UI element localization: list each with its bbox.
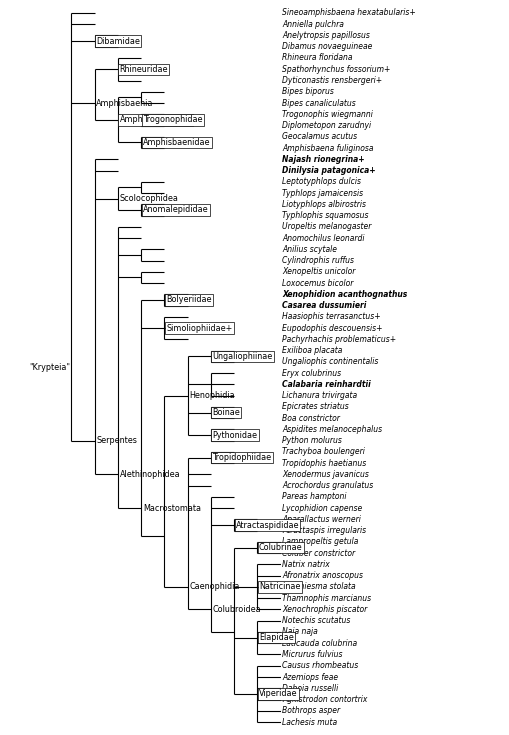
Text: Coluber constrictor: Coluber constrictor: [281, 549, 355, 558]
Text: Boa constrictor: Boa constrictor: [281, 414, 340, 423]
Text: Ungaliophiinae: Ungaliophiinae: [212, 352, 272, 361]
Text: Scolocophidea: Scolocophidea: [120, 194, 178, 203]
Text: Amphisbaenidae: Amphisbaenidae: [143, 138, 210, 147]
Text: Anomalepididae: Anomalepididae: [143, 206, 208, 215]
Text: Geocalamus acutus: Geocalamus acutus: [281, 132, 357, 141]
Text: Acrochordus granulatus: Acrochordus granulatus: [281, 481, 373, 490]
Text: Pareas hamptoni: Pareas hamptoni: [281, 492, 346, 501]
Text: Epicrates striatus: Epicrates striatus: [281, 402, 348, 412]
Text: Pythonidae: Pythonidae: [212, 431, 257, 440]
Text: Atractaspididae: Atractaspididae: [235, 520, 299, 529]
Text: Najash rionegrina+: Najash rionegrina+: [281, 155, 364, 164]
Text: Xenochrophis piscator: Xenochrophis piscator: [281, 605, 366, 614]
Text: Causus rhombeatus: Causus rhombeatus: [281, 662, 358, 670]
Text: Amphisbaenia: Amphisbaenia: [96, 98, 153, 107]
Text: Thamnophis marcianus: Thamnophis marcianus: [281, 594, 371, 603]
Text: Laticauda colubrina: Laticauda colubrina: [281, 639, 357, 648]
Text: Anelytropsis papillosus: Anelytropsis papillosus: [281, 31, 370, 40]
Text: Agkistrodon contortrix: Agkistrodon contortrix: [281, 695, 367, 704]
Text: Atractaspis irregularis: Atractaspis irregularis: [281, 526, 365, 535]
Text: Anomochilus leonardi: Anomochilus leonardi: [281, 234, 364, 243]
Text: Micrurus fulvius: Micrurus fulvius: [281, 650, 342, 659]
Text: Anniella pulchra: Anniella pulchra: [281, 20, 344, 29]
Text: Dibamus novaeguineae: Dibamus novaeguineae: [281, 42, 372, 51]
Text: Natrix natrix: Natrix natrix: [281, 560, 329, 569]
Text: Lampropeltis getula: Lampropeltis getula: [281, 537, 358, 546]
Text: Uropeltis melanogaster: Uropeltis melanogaster: [281, 222, 371, 232]
Text: Colubroidea: Colubroidea: [212, 605, 261, 614]
Text: Bolyeriidae: Bolyeriidae: [166, 295, 211, 304]
Text: Typhlops jamaicensis: Typhlops jamaicensis: [281, 189, 362, 198]
Text: Haasiophis terrasanctus+: Haasiophis terrasanctus+: [281, 312, 380, 321]
Text: Amphiesma stolata: Amphiesma stolata: [281, 582, 355, 592]
Text: Loxocemus bicolor: Loxocemus bicolor: [281, 279, 353, 287]
Text: Lycophidion capense: Lycophidion capense: [281, 503, 362, 513]
Text: Dyticonastis rensbergeri+: Dyticonastis rensbergeri+: [281, 76, 382, 85]
Text: Bothrops asper: Bothrops asper: [281, 706, 340, 715]
Text: Aspidites melanocephalus: Aspidites melanocephalus: [281, 425, 382, 434]
Text: Sineoamphisbaena hexatabularis+: Sineoamphisbaena hexatabularis+: [281, 9, 415, 18]
Text: Trogonophis wiegmanni: Trogonophis wiegmanni: [281, 110, 372, 119]
Text: Dinilysia patagonica+: Dinilysia patagonica+: [281, 166, 375, 175]
Text: Daboia russelli: Daboia russelli: [281, 684, 338, 693]
Text: Ungaliophis continentalis: Ungaliophis continentalis: [281, 357, 378, 366]
Text: Trogonophidae: Trogonophidae: [143, 115, 202, 124]
Text: Caenophidia: Caenophidia: [189, 582, 239, 592]
Text: Amphisbaena fuliginosa: Amphisbaena fuliginosa: [281, 143, 373, 153]
Text: Pachyrhachis problematicus+: Pachyrhachis problematicus+: [281, 335, 395, 344]
Text: Exiliboa placata: Exiliboa placata: [281, 346, 342, 355]
Text: Viperidae: Viperidae: [259, 689, 297, 698]
Text: Tropidophis haetianus: Tropidophis haetianus: [281, 459, 365, 467]
Text: Alethinophidea: Alethinophidea: [120, 470, 180, 479]
Text: Bipes canaliculatus: Bipes canaliculatus: [281, 98, 355, 107]
Text: Xenophidion acanthognathus: Xenophidion acanthognathus: [281, 290, 407, 299]
Text: Xenodermus javanicus: Xenodermus javanicus: [281, 470, 369, 479]
Text: Dibamidae: Dibamidae: [96, 37, 140, 46]
Text: Calabaria reinhardtii: Calabaria reinhardtii: [281, 380, 370, 389]
Text: Lichanura trivirgata: Lichanura trivirgata: [281, 391, 357, 400]
Text: Rhineuridae: Rhineuridae: [120, 65, 168, 74]
Text: Colubrinae: Colubrinae: [259, 543, 302, 552]
Text: Anilius scytale: Anilius scytale: [281, 245, 336, 254]
Text: Serpentes: Serpentes: [96, 436, 137, 445]
Text: Aparallactus werneri: Aparallactus werneri: [281, 515, 360, 524]
Text: Spathorhynchus fossorium+: Spathorhynchus fossorium+: [281, 65, 390, 74]
Text: Typhlophis squamosus: Typhlophis squamosus: [281, 211, 368, 220]
Text: Cylindrophis ruffus: Cylindrophis ruffus: [281, 256, 353, 265]
Text: Tropidophiidae: Tropidophiidae: [212, 453, 271, 462]
Text: Afronatrix anoscopus: Afronatrix anoscopus: [281, 571, 362, 580]
Text: Leptotyphlops dulcis: Leptotyphlops dulcis: [281, 177, 360, 186]
Text: Notechis scutatus: Notechis scutatus: [281, 616, 350, 625]
Text: "Krypteia": "Krypteia": [30, 363, 70, 372]
Text: Azemiops feae: Azemiops feae: [281, 673, 337, 681]
Text: Henophidia: Henophidia: [189, 391, 235, 400]
Text: Simoliophiidae+: Simoliophiidae+: [166, 323, 232, 333]
Text: Macrostomata: Macrostomata: [143, 503, 201, 513]
Text: Eryx colubrinus: Eryx colubrinus: [281, 369, 341, 378]
Text: Rhineura floridana: Rhineura floridana: [281, 54, 352, 62]
Text: Diplometopon zarudnyi: Diplometopon zarudnyi: [281, 121, 371, 130]
Text: Eupodophis descouensis+: Eupodophis descouensis+: [281, 323, 382, 333]
Text: Liotyphlops albirostris: Liotyphlops albirostris: [281, 200, 365, 209]
Text: Elapidae: Elapidae: [259, 633, 293, 642]
Text: Lachesis muta: Lachesis muta: [281, 717, 336, 726]
Text: Amphisbaenoidea: Amphisbaenoidea: [120, 115, 192, 124]
Text: Python molurus: Python molurus: [281, 436, 342, 445]
Text: Casarea dussumieri: Casarea dussumieri: [281, 301, 366, 310]
Text: Trachyboa boulengeri: Trachyboa boulengeri: [281, 448, 364, 456]
Text: Boinae: Boinae: [212, 408, 240, 417]
Text: Naja naja: Naja naja: [281, 628, 317, 637]
Text: Bipes biporus: Bipes biporus: [281, 87, 333, 96]
Text: Xenopeltis unicolor: Xenopeltis unicolor: [281, 268, 355, 276]
Text: Natricinae: Natricinae: [259, 582, 300, 592]
